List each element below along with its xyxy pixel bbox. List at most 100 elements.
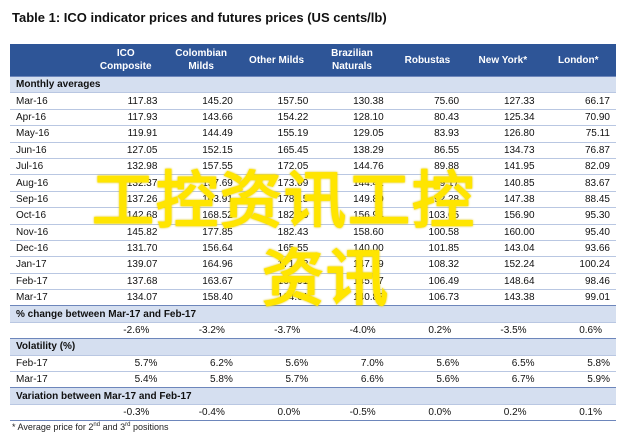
- table-cell: 125.34: [465, 108, 541, 126]
- row-label: Feb-17: [10, 272, 88, 290]
- table-cell: 6.5%: [465, 354, 541, 372]
- table-cell: 171.72: [238, 256, 315, 274]
- table-cell: 127.05: [88, 141, 164, 159]
- table-cell: 128.10: [314, 108, 390, 126]
- table-cell: 82.09: [540, 157, 616, 175]
- table-row: -0.3% -0.4% 0.0% -0.5% 0.0% 0.2% 0.1%: [10, 403, 616, 422]
- table-cell: 164.61: [238, 289, 315, 306]
- table-cell: 163.67: [163, 272, 239, 290]
- table-cell: 117.93: [88, 108, 164, 126]
- table-cell: 88.45: [540, 190, 616, 208]
- table-cell: 108.32: [389, 256, 466, 274]
- col-header: London*: [540, 44, 616, 77]
- table-cell: 100.58: [389, 223, 466, 241]
- table-row: Nov-16 145.82 177.85 182.43 158.60 100.58 160.…: [10, 223, 616, 241]
- table-cell: 70.90: [540, 108, 616, 126]
- table-cell: 168.52: [163, 207, 239, 225]
- row-label: Jun-16: [10, 141, 88, 159]
- table-row: Apr-16 117.93 143.66 154.22 128.10 80.43 125.3…: [10, 108, 616, 126]
- table-cell: 155.19: [238, 125, 315, 143]
- table-cell: 106.73: [389, 289, 466, 306]
- table-cell: 132.37: [88, 174, 164, 192]
- table-cell: 152.15: [163, 141, 239, 159]
- table-cell: 5.8%: [540, 354, 616, 372]
- row-label: Aug-16: [10, 174, 88, 192]
- table-cell: -0.3%: [88, 403, 164, 422]
- table-cell: 89.88: [389, 157, 466, 175]
- row-label: Oct-16: [10, 207, 88, 225]
- table-cell: 5.7%: [238, 371, 315, 388]
- table-cell: 160.00: [465, 223, 541, 241]
- table-cell: 173.09: [238, 174, 315, 192]
- row-label: [10, 321, 88, 339]
- table-cell: 182.35: [238, 207, 315, 225]
- table-cell: 92.28: [389, 190, 466, 208]
- table-cell: 132.98: [88, 157, 164, 175]
- table-row: Jan-17 139.07 164.96 171.72 147.79 108.32 152.…: [10, 256, 616, 274]
- table-cell: 5.7%: [88, 354, 164, 372]
- table-cell: 144.42: [314, 174, 390, 192]
- row-label: Dec-16: [10, 239, 88, 257]
- table-row: Jun-16 127.05 152.15 165.45 138.29 86.55 134.7…: [10, 141, 616, 159]
- table-cell: 66.17: [540, 92, 616, 110]
- table-cell: 156.64: [163, 239, 239, 257]
- table-cell: 5.9%: [540, 371, 616, 388]
- table-cell: 100.24: [540, 256, 616, 274]
- table-cell: 83.93: [389, 125, 466, 143]
- section-heading: Monthly averages: [10, 75, 616, 93]
- table-cell: 144.49: [163, 125, 239, 143]
- table-cell: -3.2%: [163, 321, 239, 339]
- table-cell: 129.05: [314, 125, 390, 143]
- table-cell: 6.7%: [465, 371, 541, 388]
- col-header: Colombian Milds: [163, 44, 239, 77]
- section-volatility: Volatility (%): [10, 338, 616, 356]
- col-header: ICO Composite: [88, 44, 164, 77]
- table-cell: 86.55: [389, 141, 466, 159]
- table-cell: -3.5%: [465, 321, 541, 339]
- table-cell: 158.60: [314, 223, 390, 241]
- table-cell: 5.6%: [389, 371, 466, 388]
- table-cell: 147.38: [465, 190, 541, 208]
- table-cell: 119.91: [88, 125, 164, 143]
- header-row: ICO Composite Colombian Milds Other Milds …: [10, 44, 616, 77]
- table-cell: 147.79: [314, 256, 390, 274]
- table-cell: 140.85: [465, 174, 541, 192]
- row-label: Mar-17: [10, 289, 88, 306]
- table-cell: 6.6%: [314, 371, 390, 388]
- table-cell: -4.0%: [314, 321, 390, 339]
- col-header: Brazilian Naturals: [314, 44, 390, 77]
- row-label: Nov-16: [10, 223, 88, 241]
- table-cell: 0.2%: [465, 403, 541, 422]
- header-blank: [10, 44, 88, 77]
- table-cell: 165.55: [238, 239, 315, 257]
- table-cell: 178.15: [238, 190, 315, 208]
- table-cell: 131.70: [88, 239, 164, 257]
- table-cell: 126.80: [465, 125, 541, 143]
- table-cell: 130.38: [314, 92, 390, 110]
- table-cell: 6.2%: [163, 354, 239, 372]
- table-cell: 149.80: [314, 190, 390, 208]
- table-cell: 98.46: [540, 272, 616, 290]
- footnote: * Average price for 2nd and 3rd position…: [12, 422, 169, 432]
- table-cell: 137.26: [88, 190, 164, 208]
- table-cell: 0.6%: [540, 321, 616, 339]
- table-cell: 141.95: [465, 157, 541, 175]
- table-cell: 93.66: [540, 239, 616, 257]
- table-cell: -0.4%: [163, 403, 239, 422]
- section-heading: Variation between Mar-17 and Feb-17: [10, 387, 616, 405]
- row-label: Apr-16: [10, 108, 88, 126]
- table-row: May-16 119.91 144.49 155.19 129.05 83.93 126.8…: [10, 125, 616, 143]
- table-cell: 117.83: [88, 92, 164, 110]
- section-variation: Variation between Mar-17 and Feb-17: [10, 387, 616, 405]
- table-cell: 145.20: [163, 92, 239, 110]
- table-cell: 182.43: [238, 223, 315, 241]
- table-row: Mar-17 5.4% 5.8% 5.7% 6.6% 5.6% 6.7% 5.9%: [10, 371, 616, 388]
- ico-price-table: ICO Composite Colombian Milds Other Milds …: [10, 44, 616, 422]
- table-cell: 95.30: [540, 207, 616, 225]
- row-label: Jul-16: [10, 157, 88, 175]
- table-row: Dec-16 131.70 156.64 165.55 140.00 101.85 143.…: [10, 239, 616, 257]
- table-row: Feb-17 137.68 163.67 169.91 145.37 106.49 148.…: [10, 272, 616, 290]
- row-label: Mar-17: [10, 371, 88, 388]
- row-label: Feb-17: [10, 354, 88, 372]
- row-label: Jan-17: [10, 256, 88, 274]
